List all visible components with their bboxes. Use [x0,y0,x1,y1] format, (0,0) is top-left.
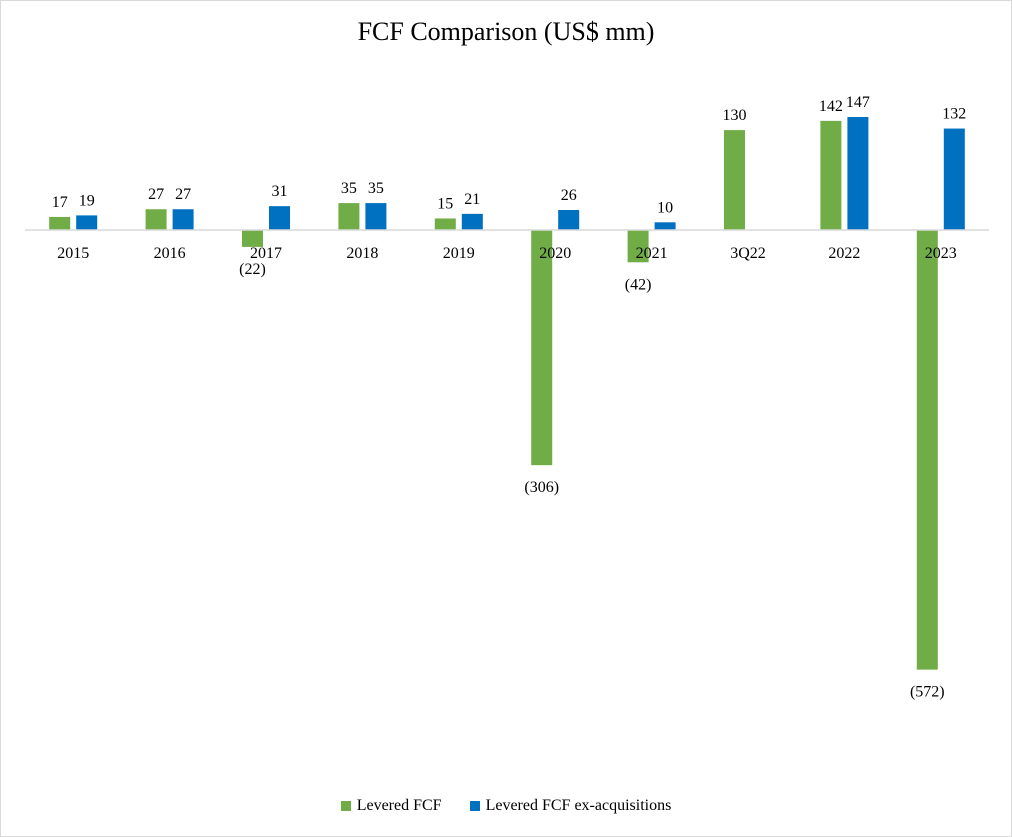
data-label-levered-fcf-ex-acquisitions-2015: 19 [79,192,95,209]
data-label-levered-fcf-ex-acquisitions-2019: 21 [464,191,480,208]
data-label-levered-fcf-2020: (306) [524,479,559,496]
bar-levered-fcf-2016 [145,209,167,230]
data-label-levered-fcf-ex-acquisitions-2018: 35 [368,180,384,197]
data-label-levered-fcf-2021: (42) [625,276,652,293]
data-label-levered-fcf-2018: 35 [341,180,357,197]
data-label-levered-fcf-2022: 142 [819,98,843,115]
bar-levered-fcf-ex-acquisitions-2019 [461,213,483,230]
legend-entry-levered-fcf-ex-acquisitions: Levered FCF ex-acquisitions [469,797,672,815]
x-tick-label-2016: 2016 [154,245,186,262]
bar-levered-fcf-2022 [820,120,842,230]
legend-swatch-levered-fcf-ex-acquisitions [469,801,480,811]
legend-swatch-levered-fcf [340,801,351,811]
bar-levered-fcf-2015 [49,216,71,230]
bar-levered-fcf-ex-acquisitions-2023 [943,128,965,230]
bar-levered-fcf-2020 [531,230,553,466]
data-label-levered-fcf-3Q22: 130 [723,107,747,124]
x-tick-label-2021: 2021 [636,245,668,262]
bar-levered-fcf-3Q22 [724,130,745,230]
data-label-levered-fcf-2017: (22) [239,261,266,278]
bar-levered-fcf-2018 [338,203,360,230]
data-label-levered-fcf-ex-acquisitions-2023: 132 [942,106,966,123]
data-label-levered-fcf-ex-acquisitions-2022: 147 [846,94,870,111]
bar-levered-fcf-ex-acquisitions-2017 [269,206,290,230]
bar-levered-fcf-ex-acquisitions-2020 [558,210,580,230]
bar-levered-fcf-ex-acquisitions-2015 [76,215,98,230]
bar-levered-fcf-2021 [627,230,649,263]
data-label-levered-fcf-2019: 15 [437,195,453,212]
x-tick-label-2019: 2019 [443,245,475,262]
legend-label-levered-fcf: Levered FCF [356,797,442,814]
x-tick-label-2017: 2017 [250,245,282,262]
bars-group [49,117,965,670]
bar-levered-fcf-ex-acquisitions-2018 [365,203,387,230]
x-tick-label-3Q22: 3Q22 [730,245,766,262]
bar-levered-fcf-ex-acquisitions-2022 [847,117,869,230]
bar-levered-fcf-2019 [434,218,456,230]
data-label-levered-fcf-2016: 27 [148,186,164,203]
data-label-levered-fcf-ex-acquisitions-2020: 26 [561,187,577,204]
legend-entry-levered-fcf: Levered FCF [340,797,442,815]
legend-label-levered-fcf-ex-acquisitions: Levered FCF ex-acquisitions [485,797,672,814]
data-label-levered-fcf-ex-acquisitions-2021: 10 [657,199,673,216]
legend: Levered FCF Levered FCF ex-acquisitions [1,797,1011,815]
bar-levered-fcf-ex-acquisitions-2016 [172,209,194,230]
x-tick-label-2020: 2020 [539,245,571,262]
data-label-levered-fcf-2023: (572) [910,684,945,701]
bar-levered-fcf-2023 [916,230,938,670]
data-label-levered-fcf-ex-acquisitions-2017: 31 [272,183,288,200]
chart-title: FCF Comparison (US$ mm) [357,17,655,46]
x-tick-label-2015: 2015 [57,245,89,262]
data-label-levered-fcf-2015: 17 [52,194,68,211]
bar-levered-fcf-2017 [242,230,263,247]
labels-group: 2015 17 19 2016 27 27 2017(22) 31 2018 35 35 2019 15… [52,94,967,701]
x-tick-label-2022: 2022 [828,245,860,262]
bar-levered-fcf-ex-acquisitions-2021 [654,222,676,230]
data-label-levered-fcf-ex-acquisitions-2016: 27 [175,186,191,203]
x-tick-label-2018: 2018 [346,245,378,262]
x-tick-label-2023: 2023 [925,245,957,262]
